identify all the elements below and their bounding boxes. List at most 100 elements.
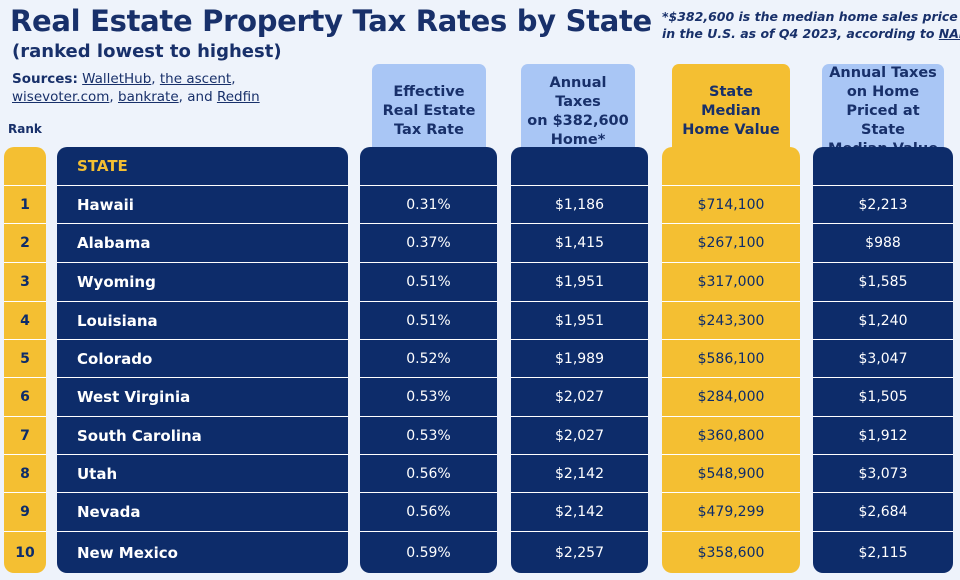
state-cell: Utah [57,454,348,492]
note-line-1: *$382,600 is the median home sales price [662,9,958,24]
annual-taxes-column: $1,186 $1,415 $1,951 $1,951 $1,989 $2,027 $2,0… [511,147,648,573]
page-title: Real Estate Property Tax Rates by State [10,4,652,38]
tax-rate-cell: 0.53% [360,377,497,416]
priced-taxes-cell: $2,213 [813,185,953,223]
state-cell: Alabama [57,223,348,262]
priced-taxes-cell: $3,073 [813,454,953,492]
header-tax-rate-line-1: Effective [393,84,465,100]
bankrate-link[interactable]: bankrate [118,89,179,105]
header-priced-taxes-line-1: Annual Taxes [829,65,937,81]
sources-line-2: wisevoter.com, bankrate, and Redfin [12,88,260,106]
rank-cell: 4 [4,301,46,339]
sources-sep-1: , [151,71,160,87]
header-tax-rate-text: Effective Real Estate Tax Rate [383,83,476,140]
header-annual-taxes-line-3: Home* [550,131,606,148]
annual-header-cell [511,147,648,185]
sources: Sources: WalletHub, the ascent, wisevote… [12,70,260,106]
nar-link[interactable]: NAR [938,26,960,41]
median-value-cell: $586,100 [662,339,800,377]
state-cell: South Carolina [57,416,348,454]
priced-taxes-column: $2,213 $988 $1,585 $1,240 $3,047 $1,505 $1,912… [813,147,953,573]
priced-taxes-cell: $1,505 [813,377,953,416]
median-value-cell: $360,800 [662,416,800,454]
rank-cell: 9 [4,492,46,531]
state-cell: New Mexico [57,531,348,573]
sources-sep-2: , [231,71,236,87]
state-cell: Wyoming [57,262,348,301]
sources-sep-4: , and [178,89,217,105]
header-tax-rate-line-3: Tax Rate [394,122,464,138]
tax-rate-cell: 0.31% [360,185,497,223]
header-priced-taxes: Annual Taxes on Home Priced at State Med… [822,64,944,159]
state-cell: Louisiana [57,301,348,339]
header-tax-rate-line-2: Real Estate [382,103,476,119]
rate-header-cell [360,147,497,185]
tax-rate-cell: 0.56% [360,454,497,492]
annual-taxes-cell: $2,142 [511,454,648,492]
header-priced-taxes-text: Annual Taxes on Home Priced at State Med… [826,64,940,159]
priced-taxes-cell: $2,115 [813,531,953,573]
note-line-2-text: in the U.S. as of Q4 2023, according to [662,26,939,41]
rank-cell: 1 [4,185,46,223]
header-median-value: State Median Home Value [672,64,790,159]
rank-header-cell [4,147,46,185]
sources-label: Sources: [12,71,78,87]
annual-taxes-cell: $2,027 [511,377,648,416]
annual-taxes-cell: $1,951 [511,301,648,339]
header-median-value-text: State Median Home Value [682,83,779,140]
wisevoter-link[interactable]: wisevoter.com [12,89,110,105]
annual-taxes-cell: $1,951 [511,262,648,301]
state-header-cell: STATE [77,157,128,175]
median-value-cell: $284,000 [662,377,800,416]
median-value-cell: $714,100 [662,185,800,223]
tax-rate-cell: 0.51% [360,262,497,301]
header-median-value-line-1: State [709,84,753,100]
redfin-link[interactable]: Redfin [216,89,260,105]
median-header-cell [662,147,800,185]
wallethub-link[interactable]: WalletHub [82,71,152,87]
median-value-cell: $479,299 [662,492,800,531]
tax-rate-cell: 0.53% [360,416,497,454]
priced-taxes-cell: $1,585 [813,262,953,301]
annual-taxes-cell: $2,142 [511,492,648,531]
header-priced-taxes-line-3: Priced at State [846,103,920,138]
priced-taxes-cell: $988 [813,223,953,262]
median-value-cell: $317,000 [662,262,800,301]
tax-rate-cell: 0.59% [360,531,497,573]
header-annual-taxes-text: Annual Taxes on $382,600 Home* [525,74,631,150]
rank-cell: 5 [4,339,46,377]
median-value-cell: $358,600 [662,531,800,573]
tax-rate-cell: 0.51% [360,301,497,339]
rank-column: 1 2 3 4 5 6 7 8 9 10 [4,147,46,573]
annual-taxes-cell: $1,415 [511,223,648,262]
header-median-value-line-3: Home Value [682,122,780,138]
median-value-cell: $267,100 [662,223,800,262]
state-cell: West Virginia [57,377,348,416]
sources-sep-3: , [109,89,119,105]
median-value-column: $714,100 $267,100 $317,000 $243,300 $586,100… [662,147,800,573]
annual-taxes-cell: $2,027 [511,416,648,454]
the-ascent-link[interactable]: the ascent [159,71,232,87]
sources-line-1: Sources: WalletHub, the ascent, [12,70,260,88]
rank-column-label: Rank [8,122,42,136]
state-cell: Nevada [57,492,348,531]
state-cell: Colorado [57,339,348,377]
rank-cell: 2 [4,223,46,262]
rank-cell: 6 [4,377,46,416]
state-column: STATE Hawaii Alabama Wyoming Louisiana Colora… [57,147,348,573]
header-annual-taxes-line-2: on $382,600 [527,112,629,129]
priced-taxes-cell: $2,684 [813,492,953,531]
annual-taxes-cell: $2,257 [511,531,648,573]
header-annual-taxes: Annual Taxes on $382,600 Home* [521,64,635,159]
tax-rate-column: 0.31% 0.37% 0.51% 0.51% 0.52% 0.53% 0.53% 0.56%… [360,147,497,573]
priced-header-cell [813,147,953,185]
annual-taxes-cell: $1,186 [511,185,648,223]
state-cell: Hawaii [57,185,348,223]
page-subtitle: (ranked lowest to highest) [12,41,282,62]
priced-taxes-cell: $3,047 [813,339,953,377]
priced-taxes-cell: $1,240 [813,301,953,339]
tax-rate-cell: 0.56% [360,492,497,531]
rank-cell: 7 [4,416,46,454]
header-tax-rate: Effective Real Estate Tax Rate [372,64,486,159]
tax-rate-cell: 0.52% [360,339,497,377]
